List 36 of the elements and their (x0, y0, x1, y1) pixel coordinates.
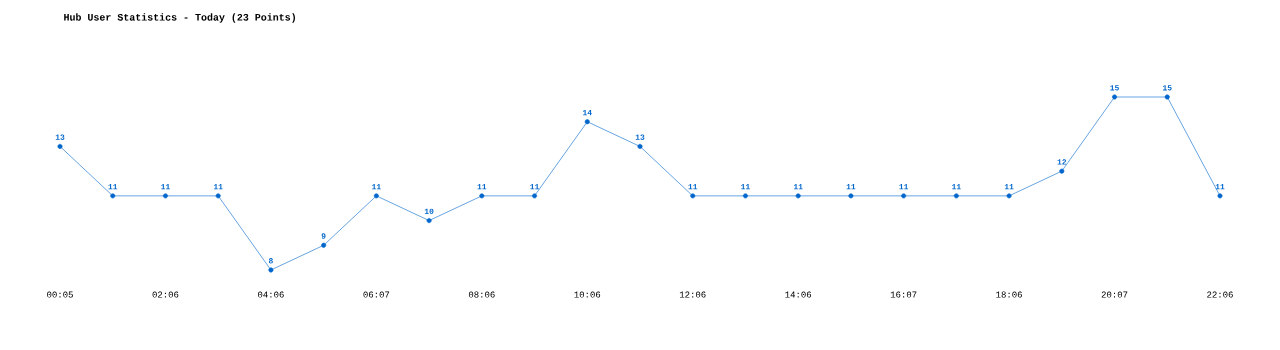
point (532, 193, 538, 199)
point (1164, 94, 1170, 100)
x-tick-label: 04:06 (258, 291, 284, 298)
point (479, 193, 485, 199)
x-tick-label: 06:07 (363, 291, 390, 298)
x-tick-label: 14:06 (785, 291, 812, 298)
point (373, 193, 379, 199)
point (57, 143, 63, 149)
x-tick-label: 22:06 (1207, 291, 1233, 298)
point (162, 193, 168, 199)
x-tick-label: 12:06 (679, 291, 706, 298)
point (584, 119, 590, 125)
point (1217, 193, 1223, 199)
point (742, 193, 748, 199)
point (321, 242, 327, 248)
point (953, 193, 959, 199)
point (795, 193, 801, 199)
point (1059, 168, 1065, 174)
x-tick-label: 16:07 (890, 291, 917, 298)
point (901, 193, 907, 199)
chart-title: Hub User Statistics - Today (23 Points) (64, 13, 295, 23)
x-tick-label: 20:07 (1101, 291, 1128, 298)
point (848, 193, 854, 199)
point (637, 143, 643, 149)
x-tick-label: 18:06 (996, 291, 1022, 298)
point (215, 193, 221, 199)
point (1112, 94, 1118, 100)
point (110, 193, 116, 199)
x-tick-label: 08:06 (468, 291, 495, 298)
point (690, 193, 696, 199)
point (426, 218, 432, 224)
point (1006, 193, 1012, 199)
x-tick-label: 00:05 (47, 291, 73, 298)
point (268, 267, 274, 273)
x-tick-label: 10:06 (574, 291, 601, 298)
x-tick-label: 02:06 (152, 291, 179, 298)
